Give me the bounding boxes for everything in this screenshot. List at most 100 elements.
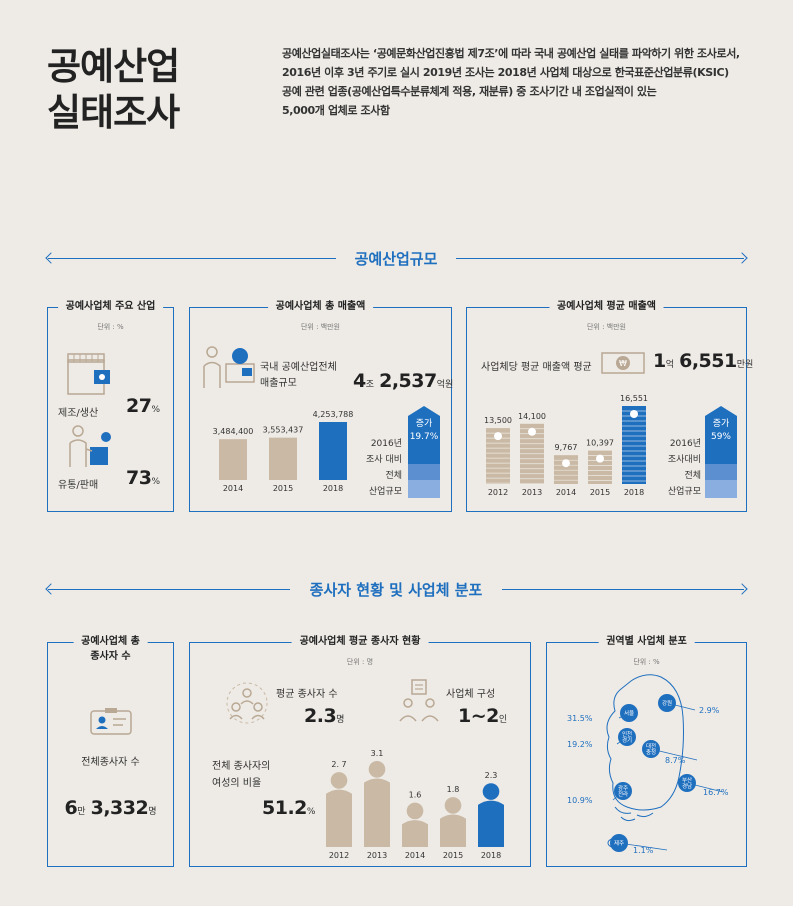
section-divider	[48, 258, 336, 259]
panel-title: 공예사업체 평균 종사자 현황	[291, 634, 429, 650]
region-value: 10.9%	[567, 796, 593, 805]
region-marker	[678, 774, 696, 792]
female-ratio-unit: %	[306, 807, 316, 817]
bar-category-label: 2015	[273, 484, 293, 493]
person-bar	[478, 783, 504, 847]
female-label-line: 여성의 비율	[212, 778, 262, 789]
region-name: 서울	[624, 709, 634, 717]
region-name: 전라	[618, 790, 628, 798]
composition-stat: 1~2인	[458, 705, 507, 727]
title-line-1: 공예산업	[47, 45, 180, 88]
panel-avg-sales: 공예사업체 평균 매출액 단위 : 백만원 사업체당 평균 매출액 평균 ₩ 1…	[466, 299, 753, 512]
avg-sales-desc: 사업체당 평균 매출액 평균	[481, 362, 592, 373]
avg-workers-value: 2.3	[304, 705, 337, 727]
compare-line: 전체	[385, 471, 402, 481]
bar-value-label: 1.6	[409, 791, 422, 800]
region-value: 19.2%	[567, 740, 593, 749]
composition-label: 사업체 구성	[446, 689, 496, 700]
region-name: 경남	[682, 782, 692, 790]
growth-compare: 2016년 조사대비 전체 산업규모	[649, 436, 701, 500]
percent-unit: %	[151, 405, 161, 415]
chart-total-sales: 3,484,400 2014 3,553,437 2015 4,253,788 2018	[213, 410, 354, 493]
person-bar-head	[330, 772, 348, 789]
bar-category-label: 2018	[624, 488, 644, 497]
group-people-icon	[224, 681, 270, 725]
region-value: 2.9%	[699, 706, 720, 715]
panel-total-workers: 공예사업체 총 종사자 수 전체종사자 수 6만 3,332명	[47, 634, 174, 867]
bar-value-label: 9,767	[555, 443, 578, 452]
region-marker	[620, 704, 638, 722]
region-name: 인천	[622, 730, 632, 738]
bar-category-label: 2012	[488, 488, 508, 497]
sales-total: 4조 2,537억원	[353, 370, 453, 392]
person-bar-body	[364, 778, 390, 847]
bar-value-label: 2. 7	[331, 760, 346, 769]
bar	[219, 439, 247, 480]
sales-total-num2: 2,537	[379, 370, 437, 392]
compare-line: 2016년	[669, 439, 701, 449]
bar	[319, 422, 347, 480]
person-bar-head	[482, 783, 500, 800]
unit-label: 단위 : %	[97, 323, 124, 331]
section-divider	[48, 589, 290, 590]
bar-value-label: 3,553,437	[263, 426, 304, 435]
bar-category-label: 2013	[367, 851, 387, 860]
bar-value-label: 13,500	[484, 416, 512, 425]
chart-avg-workers: 2. 7 2012 3.1 2013 1.6 2014 1.8 2015 2.3 2018	[326, 749, 504, 860]
person-bar-body	[402, 820, 428, 847]
sales-total-unit2: 억원	[436, 380, 454, 390]
panel-title-line: 공예사업체 총	[81, 636, 140, 647]
region-name: 경기	[622, 736, 632, 744]
bar-value-label: 14,100	[518, 412, 546, 421]
sales-desc-line: 국내 공예산업전체	[260, 362, 337, 373]
region-name: 부산	[682, 776, 692, 784]
growth-bar: 증가 59%	[705, 406, 737, 498]
coin-icon	[596, 454, 604, 463]
bar-category-label: 2013	[522, 488, 542, 497]
avg-unit1: 억	[665, 360, 675, 370]
total-workers-label: 전체종사자 수	[81, 757, 140, 768]
compare-line: 조사 대비	[366, 455, 402, 465]
intro-line: 공예산업실태조사는 ‘공예문화산업진흥법 제7조’에 따라 국내 공예산업 실태…	[282, 47, 740, 60]
total-workers-stat: 6만 3,332명	[48, 797, 173, 819]
manufacture-label: 제조/생산	[58, 408, 99, 419]
growth-label: 증가	[712, 419, 730, 429]
bar-category-label: 2018	[323, 484, 343, 493]
bar-category-label: 2014	[223, 484, 243, 493]
compare-line: 조사대비	[667, 455, 701, 465]
panel-title-line: 종사자 수	[90, 651, 131, 662]
growth-bar: 증가 19.7%	[408, 406, 440, 498]
section-divider	[456, 258, 744, 259]
region-name: 대전	[646, 742, 656, 750]
money-icon: ₩	[601, 350, 645, 376]
region-marker	[658, 694, 676, 712]
bar-value-label: 1.8	[447, 785, 460, 794]
bar	[269, 437, 297, 480]
unit-label: 단위 : %	[633, 658, 660, 666]
intro-text: 공예산업실태조사는 ‘공예문화산업진흥법 제7조’에 따라 국내 공예산업 실태…	[282, 44, 752, 120]
region-marker	[642, 740, 660, 758]
bar-value-label: 10,397	[586, 439, 614, 448]
female-ratio-stat: 51.2%	[262, 797, 315, 819]
panel-title: 공예사업체 총 종사자 수	[73, 634, 148, 664]
person-bar-body	[440, 814, 466, 847]
composition-unit: 인	[498, 715, 508, 725]
person-bar	[440, 797, 466, 847]
svg-text:₩: ₩	[619, 359, 627, 368]
section-title-scale: 공예산업규모	[354, 250, 438, 268]
intro-line: 5,000개 업체로 조사함	[282, 104, 390, 117]
compare-line: 산업규모	[368, 487, 402, 497]
female-ratio-value: 51.2	[262, 797, 307, 819]
bar-category-label: 2014	[405, 851, 425, 860]
region-name: 제주	[614, 839, 624, 847]
bar-category-label: 2015	[443, 851, 463, 860]
growth-compare: 2016년 조사 대비 전체 산업규모	[350, 436, 402, 500]
compare-line: 전체	[684, 471, 701, 481]
intro-line: 2016년 이후 3년 주기로 실시 2019년 조사는 2018년 사업체 대…	[282, 66, 729, 79]
avg-unit2: 만원	[736, 360, 754, 370]
compare-line: 2016년	[370, 439, 402, 449]
person-bar-head	[406, 802, 424, 820]
avg-sales-total: 1억 6,551만원	[653, 350, 753, 372]
region-value: 8.7%	[665, 756, 686, 765]
